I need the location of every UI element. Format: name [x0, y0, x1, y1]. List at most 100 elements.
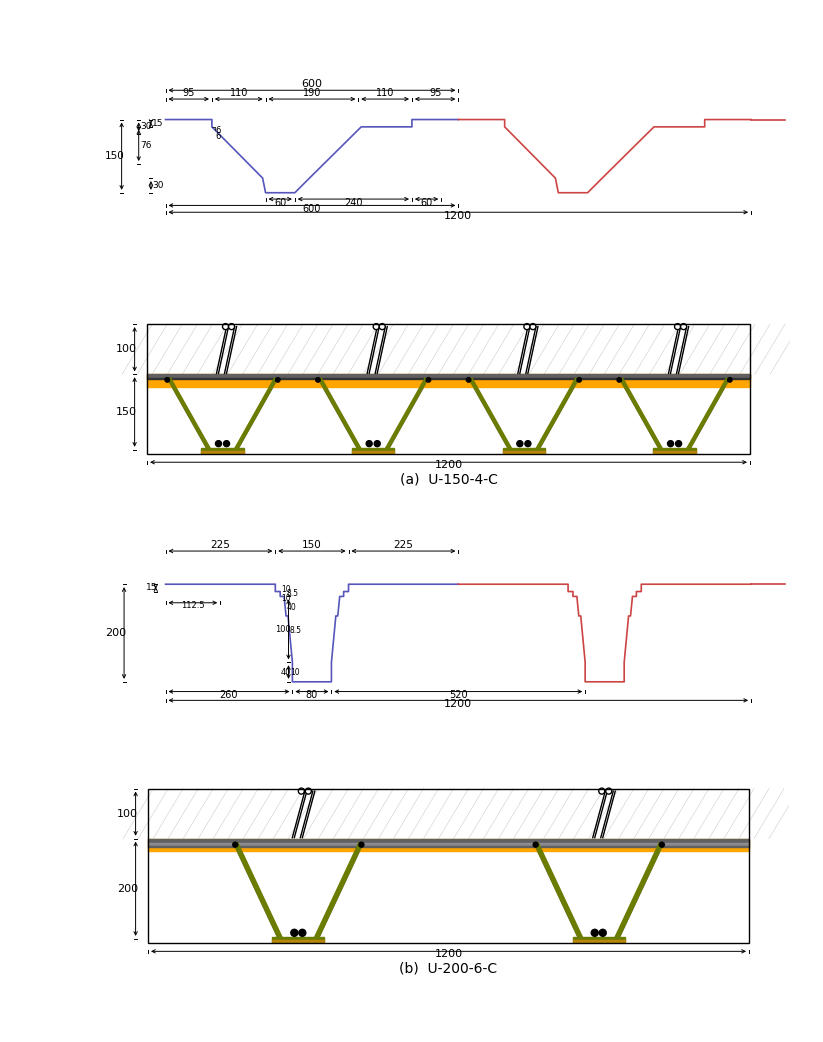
Polygon shape: [234, 378, 277, 450]
Bar: [503, 451, 545, 452]
Bar: [352, 448, 394, 452]
Circle shape: [599, 929, 607, 937]
Circle shape: [379, 324, 385, 329]
Text: 60: 60: [274, 198, 286, 207]
Circle shape: [165, 377, 170, 382]
Text: 8.5: 8.5: [286, 589, 299, 597]
Circle shape: [276, 377, 280, 382]
Circle shape: [299, 929, 306, 937]
Circle shape: [577, 377, 581, 382]
Text: 15: 15: [146, 584, 158, 593]
Bar: [148, 843, 749, 844]
Circle shape: [681, 324, 686, 329]
Circle shape: [728, 377, 732, 382]
Text: 1200: 1200: [444, 699, 472, 709]
Bar: [148, 789, 749, 939]
Polygon shape: [533, 843, 584, 939]
Text: 225: 225: [393, 540, 413, 549]
Bar: [148, 844, 749, 846]
Text: 30: 30: [152, 181, 164, 190]
Text: 600: 600: [303, 204, 321, 214]
Text: 240: 240: [344, 198, 363, 207]
Bar: [148, 846, 749, 847]
Text: 100: 100: [117, 809, 138, 819]
Text: 95: 95: [183, 88, 195, 98]
Text: 200: 200: [105, 628, 127, 638]
Text: 30: 30: [140, 122, 151, 131]
Bar: [148, 839, 749, 851]
Polygon shape: [233, 843, 283, 939]
Bar: [352, 451, 394, 452]
Bar: [148, 839, 749, 843]
Text: 95: 95: [429, 88, 441, 98]
Text: 600: 600: [301, 79, 323, 89]
Text: 190: 190: [303, 88, 321, 98]
Circle shape: [359, 842, 364, 847]
Circle shape: [316, 377, 320, 382]
Circle shape: [374, 441, 380, 447]
Polygon shape: [468, 378, 513, 450]
Bar: [147, 374, 750, 378]
Text: 1200: 1200: [444, 210, 472, 221]
Text: 40: 40: [286, 603, 296, 612]
Text: 520: 520: [449, 690, 467, 700]
Text: 60: 60: [421, 198, 433, 207]
Polygon shape: [536, 378, 579, 450]
Text: 110: 110: [376, 88, 394, 98]
Polygon shape: [686, 378, 730, 450]
Bar: [202, 451, 244, 452]
Circle shape: [659, 842, 664, 847]
Text: 150: 150: [105, 151, 124, 162]
Bar: [503, 448, 545, 452]
Text: 76: 76: [140, 141, 151, 150]
Polygon shape: [619, 378, 663, 450]
Circle shape: [525, 441, 531, 447]
Bar: [147, 324, 750, 454]
Circle shape: [517, 441, 523, 447]
Polygon shape: [614, 843, 664, 939]
Polygon shape: [167, 378, 211, 450]
Text: 150: 150: [116, 407, 137, 417]
Text: 40: 40: [281, 668, 291, 676]
Text: 225: 225: [211, 540, 230, 549]
Bar: [147, 324, 750, 374]
Circle shape: [599, 788, 605, 794]
Text: 6: 6: [216, 132, 221, 142]
Circle shape: [291, 929, 298, 937]
Circle shape: [667, 441, 673, 447]
Text: (a)  U-150-4-C: (a) U-150-4-C: [400, 472, 497, 487]
Circle shape: [426, 377, 430, 382]
Text: 10: 10: [281, 594, 291, 603]
Bar: [272, 938, 324, 942]
Circle shape: [591, 929, 598, 937]
Bar: [573, 938, 625, 942]
Circle shape: [366, 441, 372, 447]
Text: 1200: 1200: [435, 461, 463, 470]
Bar: [147, 324, 750, 450]
Polygon shape: [384, 378, 429, 450]
Text: 150: 150: [302, 540, 322, 549]
Bar: [653, 451, 695, 452]
Text: 112.5: 112.5: [181, 601, 205, 611]
Circle shape: [229, 324, 235, 329]
Circle shape: [216, 441, 221, 447]
Bar: [147, 374, 750, 387]
Text: 10: 10: [290, 668, 300, 676]
Bar: [272, 940, 324, 942]
Text: 1200: 1200: [435, 949, 463, 960]
Circle shape: [224, 441, 230, 447]
Bar: [202, 448, 244, 452]
Circle shape: [533, 842, 538, 847]
Text: 8.5: 8.5: [290, 626, 302, 635]
Bar: [148, 789, 749, 943]
Circle shape: [617, 377, 621, 382]
Bar: [573, 940, 625, 942]
Text: 260: 260: [220, 690, 238, 700]
Polygon shape: [318, 378, 361, 450]
Circle shape: [305, 788, 311, 794]
Text: 110: 110: [230, 88, 248, 98]
Circle shape: [524, 324, 530, 329]
Text: 100: 100: [275, 625, 291, 634]
Circle shape: [373, 324, 379, 329]
Circle shape: [606, 788, 611, 794]
